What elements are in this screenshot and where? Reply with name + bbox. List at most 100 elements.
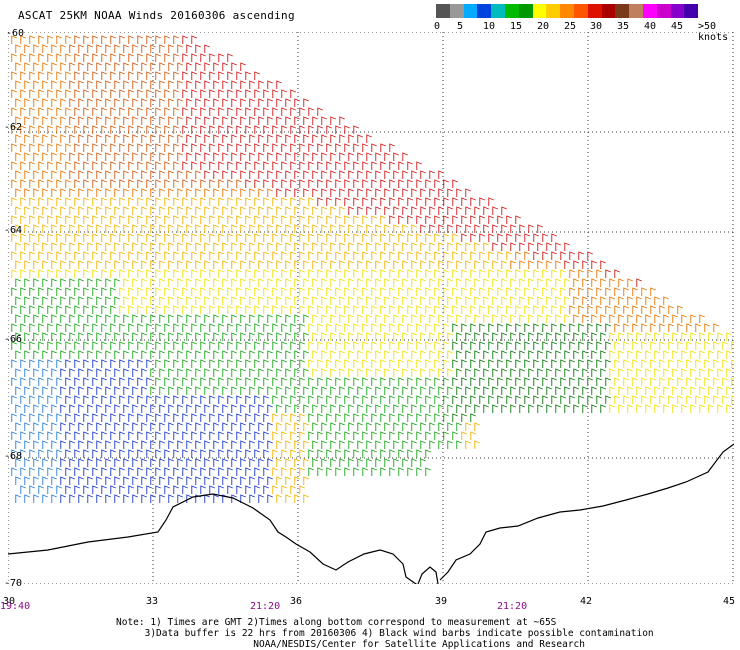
wind-barb [83, 71, 89, 80]
wind-barb [231, 476, 237, 485]
wind-barb [231, 170, 237, 179]
wind-barb [150, 242, 156, 251]
wind-barb [492, 296, 498, 305]
wind-barb [587, 251, 593, 260]
wind-barb [240, 350, 246, 359]
wind-barb [303, 188, 309, 197]
wind-barb [42, 116, 48, 125]
wind-barb [191, 125, 197, 134]
wind-barb [227, 71, 233, 80]
wind-barb [474, 386, 480, 395]
wind-barb [11, 431, 17, 440]
wind-barb [240, 62, 246, 71]
wind-barb [564, 386, 570, 395]
wind-barb [33, 458, 39, 467]
wind-barb [398, 179, 404, 188]
wind-barb [393, 206, 399, 215]
wind-barb [164, 107, 170, 116]
wind-barb [173, 359, 179, 368]
wind-barb [708, 350, 714, 359]
wind-barb [155, 71, 161, 80]
wind-barb [87, 404, 93, 413]
wind-barb [501, 242, 507, 251]
wind-barb [407, 431, 413, 440]
wind-barb [155, 179, 161, 188]
wind-barb [578, 377, 584, 386]
wind-barb [402, 170, 408, 179]
wind-barb [11, 89, 17, 98]
wind-barb [240, 278, 246, 287]
wind-barb [438, 224, 444, 233]
legend-label: 25 [564, 21, 577, 32]
wind-barb [456, 404, 462, 413]
wind-barb [141, 386, 147, 395]
wind-barb [303, 368, 309, 377]
wind-barb [164, 467, 170, 476]
wind-barb [330, 458, 336, 467]
wind-barb [155, 269, 161, 278]
wind-barb [150, 170, 156, 179]
wind-barb [110, 431, 116, 440]
wind-barb [87, 242, 93, 251]
wind-barb [137, 485, 143, 494]
wind-barb [92, 377, 98, 386]
legend-label: 35 [617, 21, 630, 32]
wind-barb [159, 350, 165, 359]
wind-barb [461, 377, 467, 386]
wind-barb [456, 422, 462, 431]
wind-barb [267, 224, 273, 233]
wind-barb [420, 260, 426, 269]
wind-barb [497, 341, 503, 350]
wind-barb [281, 359, 287, 368]
wind-barb [551, 305, 557, 314]
wind-barb [461, 233, 467, 242]
wind-barb [101, 305, 107, 314]
wind-barb [20, 395, 26, 404]
wind-barb [339, 242, 345, 251]
wind-barb [272, 395, 278, 404]
wind-barb [281, 143, 287, 152]
wind-barb [452, 215, 458, 224]
wind-barb [582, 314, 588, 323]
wind-barb [24, 260, 30, 269]
wind-barb [69, 260, 75, 269]
wind-barb [447, 260, 453, 269]
wind-barb [123, 188, 129, 197]
wind-barb [195, 134, 201, 143]
wind-barb [74, 53, 80, 62]
wind-barb [524, 233, 530, 242]
wind-barb [168, 350, 174, 359]
wind-barb [708, 404, 714, 413]
wind-barb [159, 332, 165, 341]
wind-barb [56, 377, 62, 386]
wind-barb [200, 287, 206, 296]
wind-barb [69, 170, 75, 179]
wind-barb [407, 467, 413, 476]
wind-barb [276, 296, 282, 305]
wind-barb [146, 431, 152, 440]
wind-barb [209, 359, 215, 368]
wind-barb [218, 395, 224, 404]
wind-barb [137, 233, 143, 242]
wind-barb [294, 404, 300, 413]
wind-barb [105, 494, 111, 503]
wind-barb [623, 359, 629, 368]
wind-barb [303, 152, 309, 161]
wind-barb [204, 350, 210, 359]
wind-barb [380, 251, 386, 260]
wind-barb [303, 458, 309, 467]
wind-barb [128, 413, 134, 422]
wind-barb [506, 233, 512, 242]
wind-barb [20, 269, 26, 278]
wind-barb [452, 251, 458, 260]
wind-barb [119, 467, 125, 476]
wind-barb [384, 332, 390, 341]
wind-barb [353, 197, 359, 206]
wind-barb [362, 287, 368, 296]
wind-barb [654, 368, 660, 377]
wind-barb [258, 260, 264, 269]
wind-barb [470, 413, 476, 422]
wind-barb [672, 350, 678, 359]
wind-barb [501, 368, 507, 377]
wind-barb [276, 476, 282, 485]
